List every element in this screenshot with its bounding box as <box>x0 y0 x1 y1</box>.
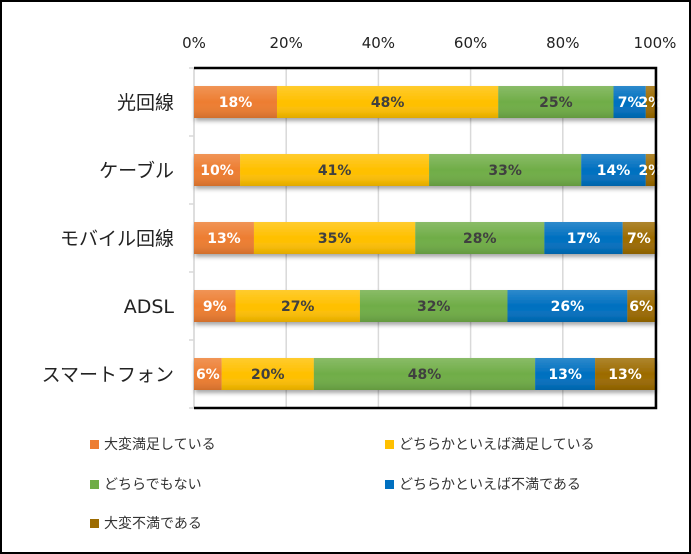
category-label: ADSL <box>124 296 175 318</box>
data-label: 48% <box>371 95 405 111</box>
plot-area-border <box>194 66 658 410</box>
data-label: 18% <box>219 95 253 111</box>
legend-label: どちらでもない <box>104 477 202 493</box>
data-label: 2% <box>638 163 662 179</box>
bar-segment-shading <box>498 86 614 118</box>
bar-segment-shading <box>595 358 655 390</box>
data-label: 32% <box>417 299 451 315</box>
bar-segment-shading <box>645 86 655 118</box>
x-tick-label: 60% <box>454 34 487 52</box>
data-label: 25% <box>539 95 573 111</box>
data-label: 6% <box>196 367 220 383</box>
bar-segment-shading <box>359 290 508 322</box>
x-tick-label: 20% <box>270 34 303 52</box>
data-label: 14% <box>597 163 631 179</box>
bar-segment-shading <box>221 358 314 390</box>
x-tick-label: 80% <box>546 34 579 52</box>
data-label: 10% <box>200 163 234 179</box>
data-label: 28% <box>463 231 497 247</box>
legend-swatch <box>385 439 394 449</box>
bar-group <box>194 358 655 390</box>
legend-label: 大変満足している <box>104 437 216 453</box>
bar-segment-shading <box>581 154 646 186</box>
x-axis-ticks: 0% 20% 40% 60% 80% 100% <box>182 34 676 52</box>
bar-segment-shading <box>194 290 236 322</box>
bar-group <box>194 154 655 186</box>
category-label: スマートフォン <box>42 364 174 386</box>
bar-group <box>194 222 655 254</box>
data-label: 26% <box>551 299 585 315</box>
legend-label: どちらかといえば満足している <box>399 437 595 453</box>
bar-group <box>194 290 655 322</box>
legend-swatch <box>90 439 99 449</box>
x-tick-label: 0% <box>182 34 206 52</box>
bars: 18% 48% 25% 7%2%10% 41% 33% 14% 2%13% 35% 28% 17% 7… <box>194 86 662 390</box>
bar-segment-shading <box>253 222 416 254</box>
bar-segment-shading <box>415 222 545 254</box>
category-label: 光回線 <box>117 92 174 114</box>
legend-item: 大変満足している <box>90 434 216 454</box>
legend-swatch <box>90 518 99 528</box>
legend-label: どちらかといえば不満である <box>399 477 581 493</box>
legend-item: どちらでもない <box>90 474 202 494</box>
data-label: 33% <box>488 163 522 179</box>
data-label: 17% <box>567 231 601 247</box>
bar-segment-shading <box>535 358 596 390</box>
data-label: 7% <box>618 95 642 111</box>
bar-segment-shading <box>194 358 222 390</box>
data-label: 2% <box>638 95 662 111</box>
bar-segment-shading <box>627 290 655 322</box>
bar-segment-shading <box>313 358 536 390</box>
bar-segment-shading <box>194 154 241 186</box>
data-label: 13% <box>207 231 241 247</box>
data-label: 41% <box>318 163 352 179</box>
category-label: モバイル回線 <box>60 228 174 250</box>
data-label: 35% <box>318 231 352 247</box>
legend-item: どちらかといえば不満である <box>385 474 581 494</box>
data-label: 9% <box>203 299 227 315</box>
data-label: 20% <box>251 367 285 383</box>
bar-segment-shading <box>194 222 254 254</box>
data-label: 27% <box>281 299 315 315</box>
legend-item: 大変不満である <box>90 513 202 533</box>
bar-segment-shading <box>235 290 360 322</box>
legend-item: どちらかといえば満足している <box>385 434 595 454</box>
bar-segment-shading <box>645 154 655 186</box>
bar-segment-shading <box>276 86 499 118</box>
plot-border <box>194 66 658 410</box>
data-label: 7% <box>627 231 651 247</box>
bar-segment-shading <box>194 86 277 118</box>
x-tick-label: 40% <box>362 34 395 52</box>
bar-segment-shading <box>613 86 646 118</box>
x-tick-label: 100% <box>634 34 677 52</box>
data-label: 13% <box>608 367 642 383</box>
legend-swatch <box>90 479 99 489</box>
legend-swatch <box>385 479 394 489</box>
bar-segment-shading <box>507 290 628 322</box>
data-label: 48% <box>408 367 442 383</box>
category-label: ケーブル <box>99 159 174 182</box>
legend-label: 大変不満である <box>104 516 202 532</box>
bar-segment-shading <box>622 222 655 254</box>
bar-group <box>194 86 655 118</box>
bar-segment-shading <box>429 154 582 186</box>
bar-segment-shading <box>240 154 430 186</box>
data-label: 13% <box>548 367 582 383</box>
data-label: 6% <box>629 299 653 315</box>
bar-segment-shading <box>544 222 623 254</box>
